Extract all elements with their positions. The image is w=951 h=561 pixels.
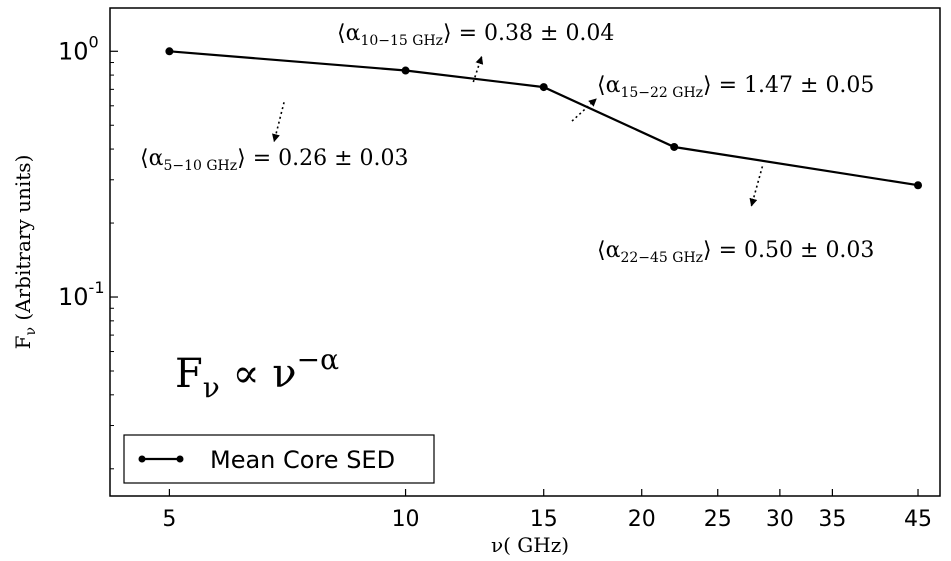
data-point (165, 47, 174, 56)
y-tick-label: 100 (58, 32, 99, 65)
legend: Mean Core SED (123, 434, 435, 484)
y-axis: 100 10-1 (58, 32, 118, 470)
x-axis: 5 10 15 20 25 30 35 45 (162, 489, 932, 532)
data-point (539, 83, 548, 92)
x-tick-label: 25 (704, 507, 732, 532)
legend-marker (176, 455, 184, 463)
plot-area-frame (109, 7, 941, 497)
x-tick-label: 10 (392, 507, 420, 532)
x-tick-label: 5 (162, 507, 176, 532)
data-point (914, 181, 923, 190)
y-tick-label: 10-1 (58, 278, 105, 311)
legend-marker (138, 455, 146, 463)
x-tick-label: 15 (530, 507, 558, 532)
data-point (670, 142, 679, 151)
x-tick-label: 20 (628, 507, 656, 532)
x-axis-label: ν( GHz) (491, 533, 569, 557)
annotation-label: ⟨α5−10 GHz⟩ = 0.26 ± 0.03 (140, 146, 409, 174)
x-tick-label: 35 (818, 507, 846, 532)
annotation-arrow (272, 102, 285, 143)
series-layer (165, 47, 923, 190)
x-tick-label: 30 (766, 507, 794, 532)
legend-label: Mean Core SED (210, 446, 395, 474)
annotation-arrow (749, 166, 764, 207)
x-tick-label: 45 (904, 507, 932, 532)
y-axis-label: Fν (Arbitrary units) (11, 155, 39, 350)
data-point (401, 66, 410, 75)
annotation-label: ⟨α15−22 GHz⟩ = 1.47 ± 0.05 (597, 73, 874, 101)
annotation-label: ⟨α10−15 GHz⟩ = 0.38 ± 0.04 (337, 21, 614, 49)
formula-label: Fν ∝ ν−α (175, 343, 339, 404)
annotation-label: ⟨α22−45 GHz⟩ = 0.50 ± 0.03 (597, 238, 874, 266)
annotation-layer: ⟨α5−10 GHz⟩ = 0.26 ± 0.03 ⟨α10−15 GHz⟩ = … (140, 21, 874, 266)
annotation-arrow (571, 98, 597, 122)
